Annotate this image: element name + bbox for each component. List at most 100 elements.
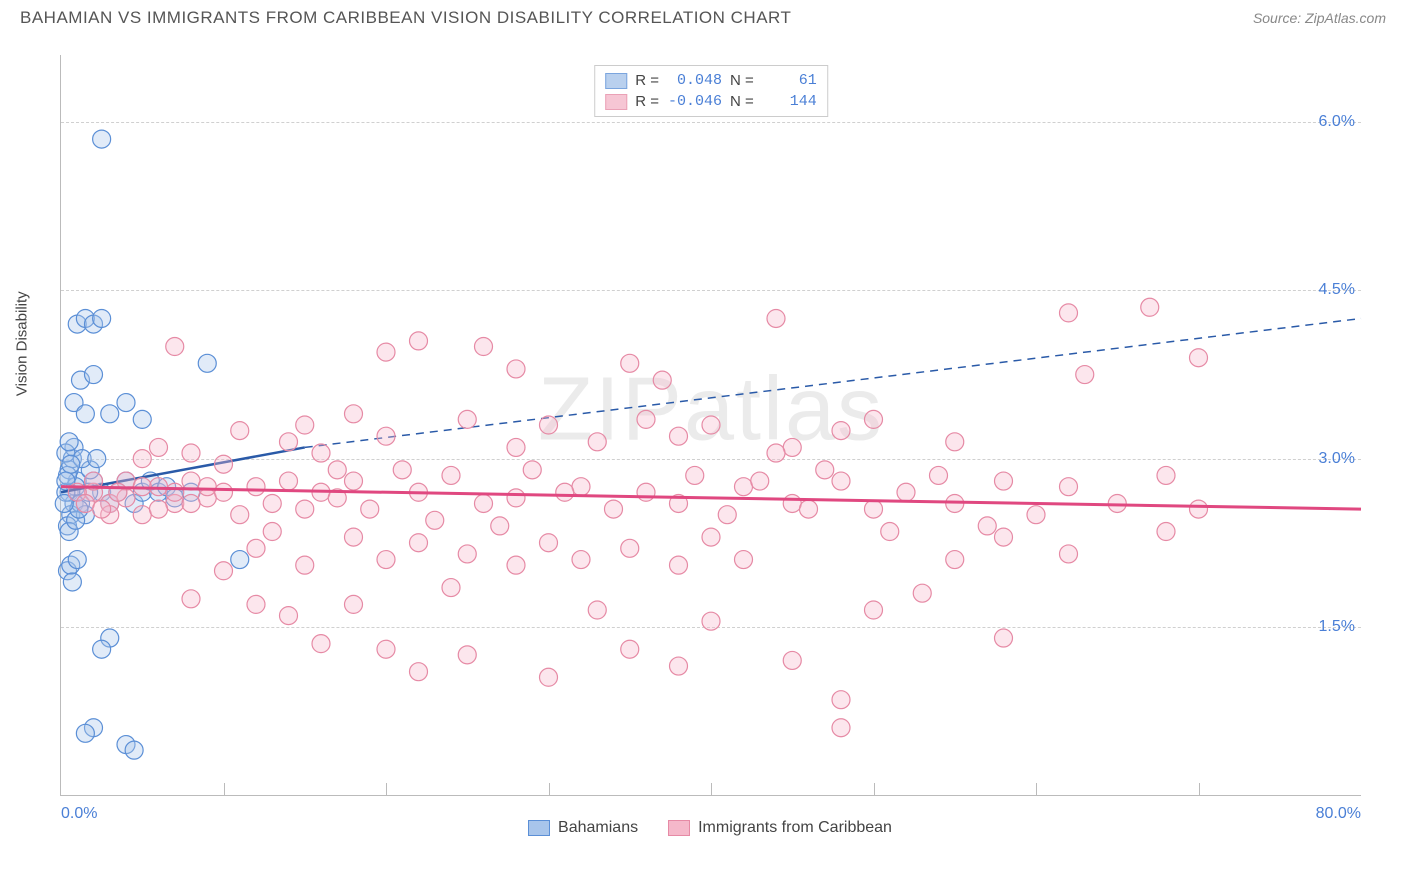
data-point-caribbean xyxy=(605,500,623,518)
data-point-caribbean xyxy=(182,590,200,608)
data-point-caribbean xyxy=(312,444,330,462)
data-point-caribbean xyxy=(995,472,1013,490)
data-point-caribbean xyxy=(345,595,363,613)
data-point-caribbean xyxy=(426,511,444,529)
data-point-caribbean xyxy=(263,494,281,512)
data-point-caribbean xyxy=(702,416,720,434)
plot-area: ZIPatlas R =0.048N =61R =-0.046N =144 1.… xyxy=(60,55,1361,796)
legend-n-label: N = xyxy=(730,72,754,89)
data-point-caribbean xyxy=(1157,466,1175,484)
data-point-caribbean xyxy=(345,405,363,423)
source-attribution: Source: ZipAtlas.com xyxy=(1253,10,1386,26)
data-point-bahamians xyxy=(101,405,119,423)
data-point-caribbean xyxy=(670,657,688,675)
data-point-caribbean xyxy=(458,545,476,563)
data-point-caribbean xyxy=(832,719,850,737)
data-point-caribbean xyxy=(166,483,184,501)
data-point-caribbean xyxy=(540,534,558,552)
data-point-caribbean xyxy=(1027,506,1045,524)
data-point-caribbean xyxy=(735,551,753,569)
data-point-bahamians xyxy=(76,724,94,742)
data-point-bahamians xyxy=(231,551,249,569)
data-point-caribbean xyxy=(1076,366,1094,384)
data-point-caribbean xyxy=(523,461,541,479)
data-point-caribbean xyxy=(670,556,688,574)
data-point-caribbean xyxy=(1060,545,1078,563)
data-point-caribbean xyxy=(783,438,801,456)
data-point-caribbean xyxy=(377,640,395,658)
data-point-caribbean xyxy=(93,500,111,518)
data-point-caribbean xyxy=(588,433,606,451)
data-point-caribbean xyxy=(280,433,298,451)
data-point-caribbean xyxy=(76,494,94,512)
data-point-caribbean xyxy=(182,494,200,512)
data-point-caribbean xyxy=(621,539,639,557)
data-point-caribbean xyxy=(637,410,655,428)
data-point-caribbean xyxy=(653,371,671,389)
data-point-bahamians xyxy=(85,366,103,384)
data-point-caribbean xyxy=(767,444,785,462)
data-point-caribbean xyxy=(783,651,801,669)
data-point-caribbean xyxy=(150,478,168,496)
data-point-bahamians xyxy=(133,410,151,428)
legend-r-value: 0.048 xyxy=(667,72,722,89)
data-point-caribbean xyxy=(930,466,948,484)
data-point-caribbean xyxy=(280,472,298,490)
swatch-icon xyxy=(605,73,627,89)
data-point-caribbean xyxy=(393,461,411,479)
legend-n-value: 144 xyxy=(762,93,817,110)
data-point-bahamians xyxy=(117,394,135,412)
data-point-caribbean xyxy=(686,466,704,484)
data-point-caribbean xyxy=(442,466,460,484)
data-point-caribbean xyxy=(702,612,720,630)
data-point-caribbean xyxy=(865,500,883,518)
data-point-caribbean xyxy=(280,607,298,625)
data-point-caribbean xyxy=(410,663,428,681)
data-point-caribbean xyxy=(588,601,606,619)
legend-label: Immigrants from Caribbean xyxy=(698,819,892,837)
data-point-caribbean xyxy=(1141,298,1159,316)
data-point-caribbean xyxy=(312,635,330,653)
data-point-caribbean xyxy=(995,629,1013,647)
chart-container: Vision Disability ZIPatlas R =0.048N =61… xyxy=(40,45,1380,835)
data-point-caribbean xyxy=(296,416,314,434)
data-point-caribbean xyxy=(897,483,915,501)
legend-item-bahamians: Bahamians xyxy=(528,819,638,837)
data-point-caribbean xyxy=(345,528,363,546)
data-point-bahamians xyxy=(88,450,106,468)
data-point-caribbean xyxy=(1060,478,1078,496)
data-point-caribbean xyxy=(1190,349,1208,367)
data-point-caribbean xyxy=(410,534,428,552)
data-point-caribbean xyxy=(150,500,168,518)
data-point-caribbean xyxy=(832,691,850,709)
data-point-caribbean xyxy=(735,478,753,496)
series-legend: Bahamians Immigrants from Caribbean xyxy=(40,819,1380,837)
data-point-bahamians xyxy=(60,433,78,451)
data-point-caribbean xyxy=(247,539,265,557)
data-point-caribbean xyxy=(198,478,216,496)
legend-row-bahamians: R =0.048N =61 xyxy=(605,70,817,91)
data-point-caribbean xyxy=(475,494,493,512)
data-point-caribbean xyxy=(670,427,688,445)
data-point-caribbean xyxy=(621,354,639,372)
legend-label: Bahamians xyxy=(558,819,638,837)
data-point-caribbean xyxy=(361,500,379,518)
data-point-caribbean xyxy=(946,433,964,451)
data-point-caribbean xyxy=(133,506,151,524)
data-point-caribbean xyxy=(540,668,558,686)
scatter-svg xyxy=(61,55,1361,795)
data-point-caribbean xyxy=(458,646,476,664)
data-point-bahamians xyxy=(63,573,81,591)
data-point-caribbean xyxy=(345,472,363,490)
swatch-icon xyxy=(605,94,627,110)
swatch-icon xyxy=(668,820,690,836)
data-point-caribbean xyxy=(751,472,769,490)
legend-r-value: -0.046 xyxy=(667,93,722,110)
data-point-caribbean xyxy=(783,494,801,512)
chart-title: BAHAMIAN VS IMMIGRANTS FROM CARIBBEAN VI… xyxy=(20,8,791,28)
data-point-caribbean xyxy=(377,343,395,361)
data-point-caribbean xyxy=(816,461,834,479)
data-point-caribbean xyxy=(572,478,590,496)
legend-n-value: 61 xyxy=(762,72,817,89)
y-axis-label: Vision Disability xyxy=(14,291,31,396)
